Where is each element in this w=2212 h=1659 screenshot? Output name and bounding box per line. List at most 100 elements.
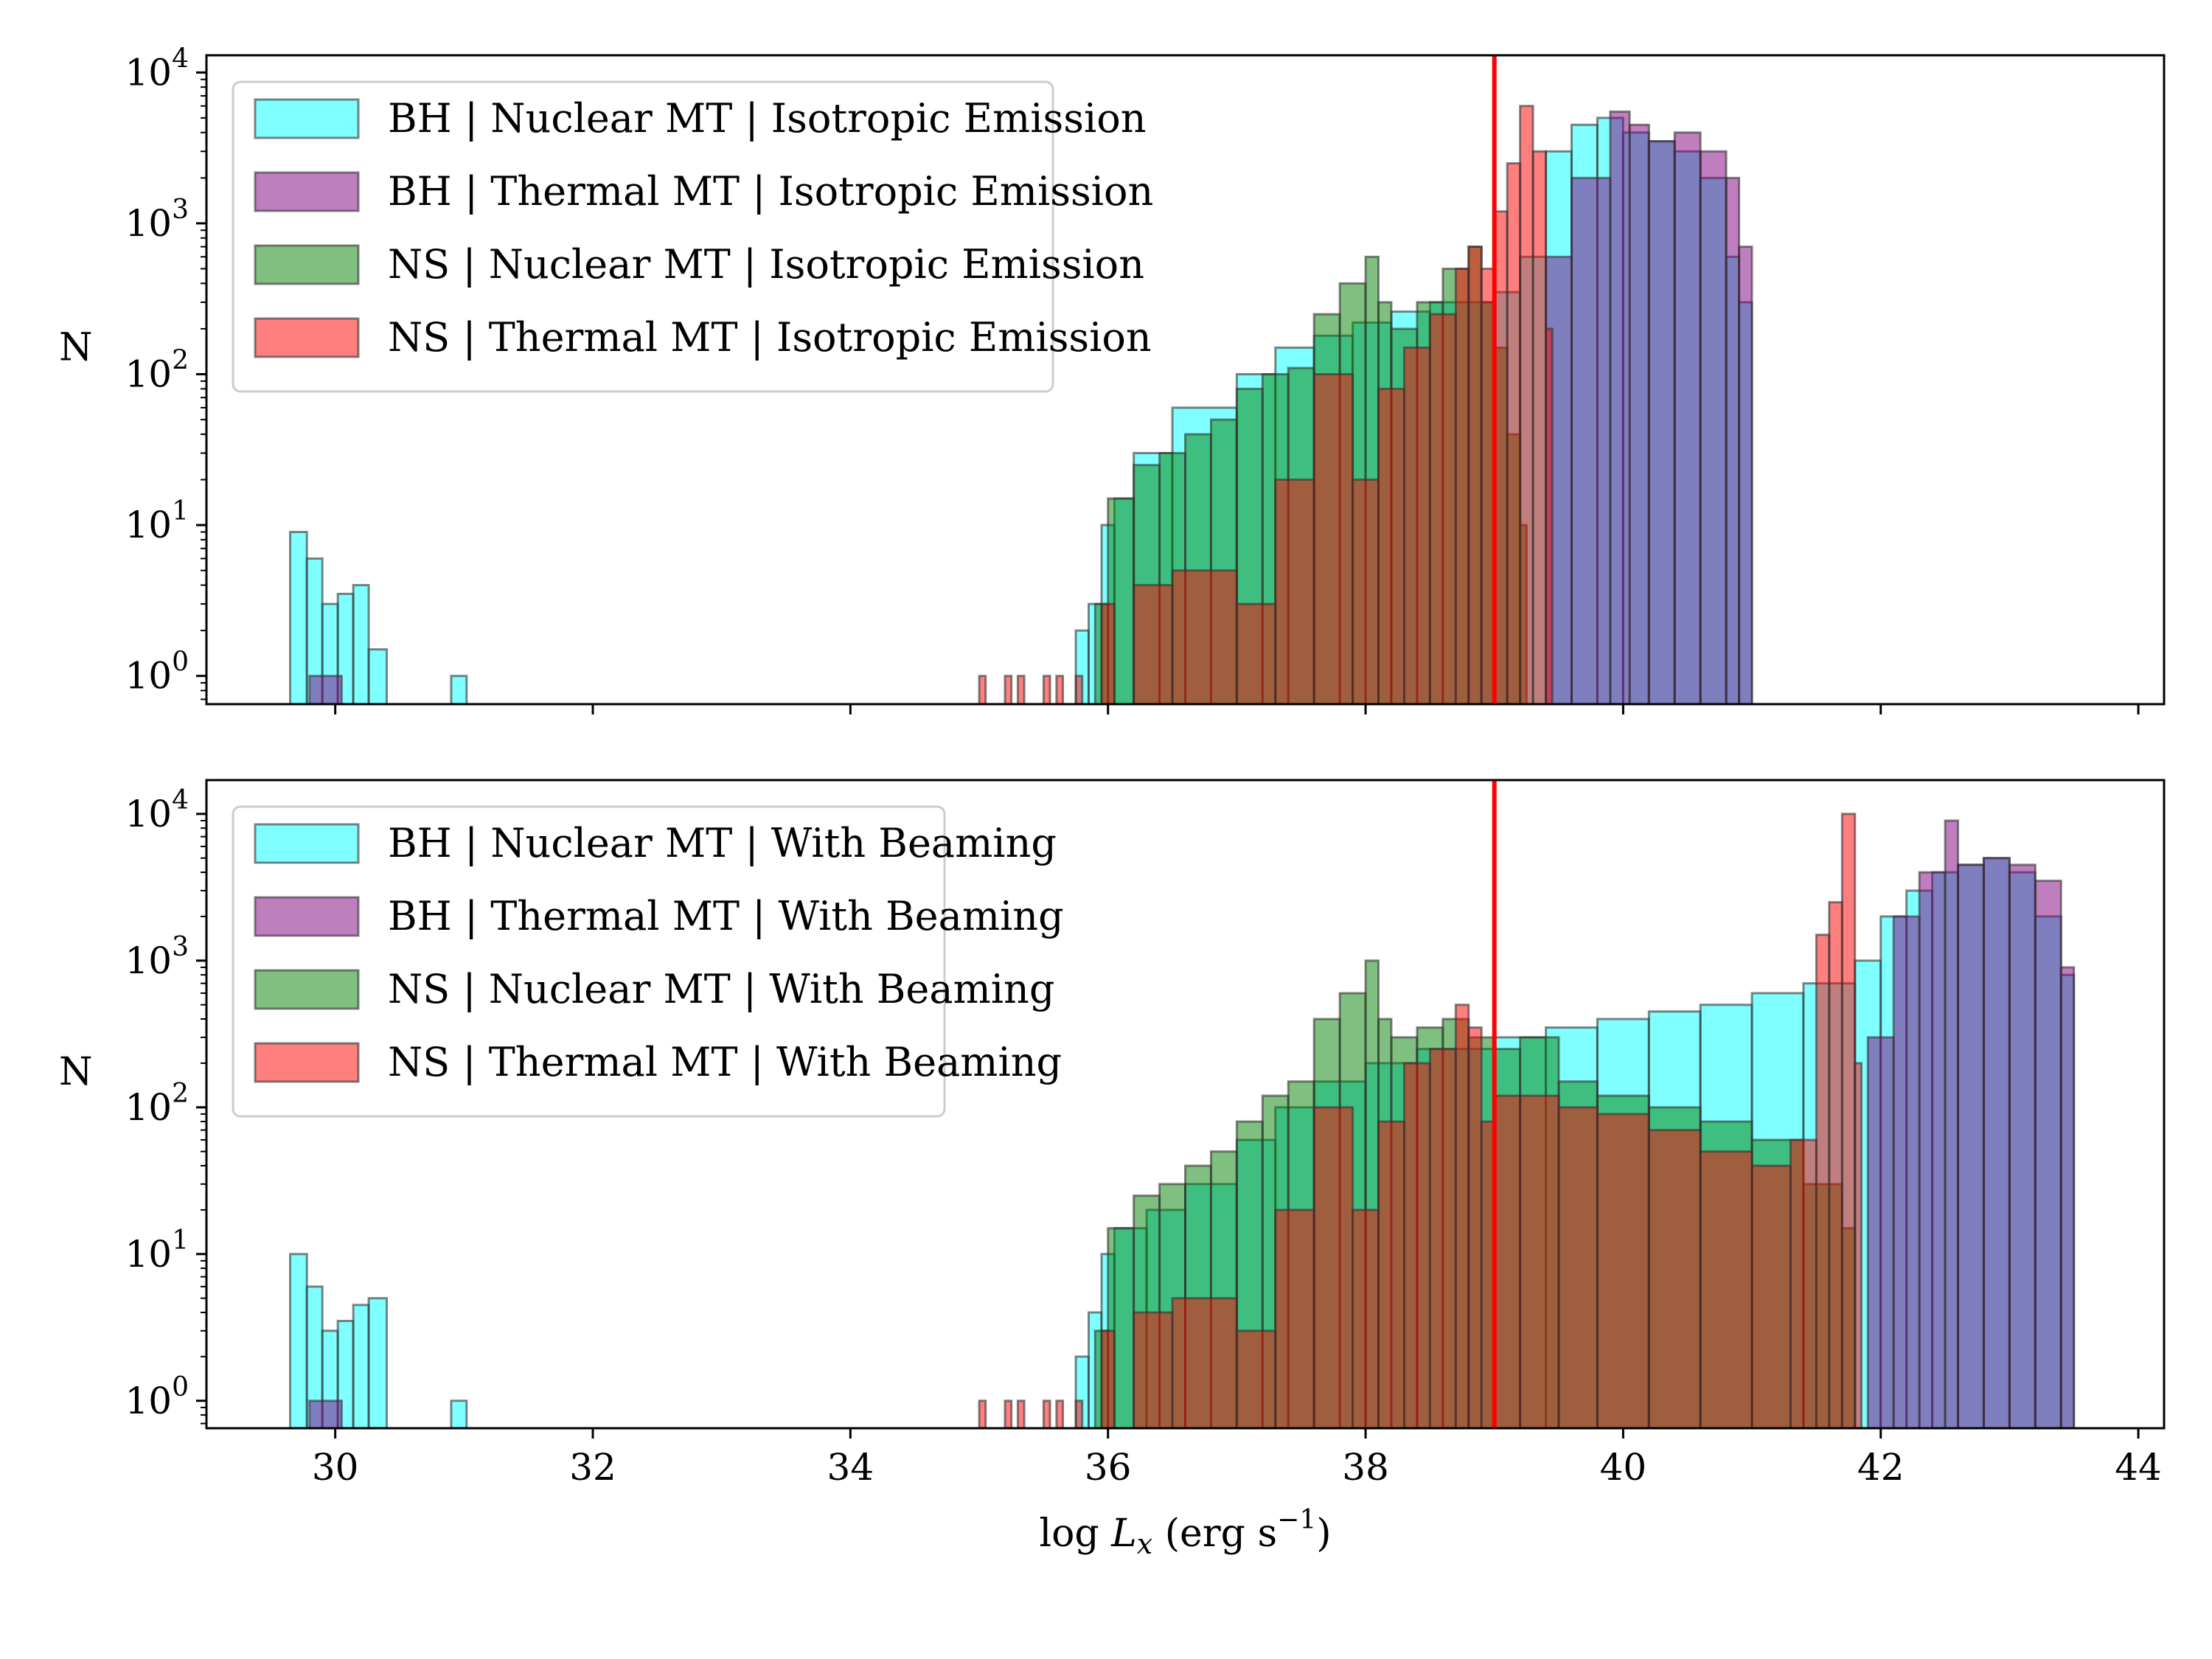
histogram-bar xyxy=(1074,1399,1084,1428)
x-tick-label: 36 xyxy=(1085,1446,1132,1489)
histogram-bar xyxy=(1647,140,1676,704)
histogram-bar xyxy=(2008,863,2037,1428)
histogram-bar xyxy=(1454,268,1470,704)
histogram-bar xyxy=(1957,863,1985,1428)
histogram-bar xyxy=(1312,373,1354,704)
legend-swatch xyxy=(254,317,360,358)
legend-swatch xyxy=(254,969,360,1010)
histogram-bar xyxy=(978,1399,987,1428)
histogram-bar xyxy=(1402,346,1431,704)
series-1 xyxy=(308,110,1753,704)
histogram-bar xyxy=(1828,901,1843,1428)
histogram-bar xyxy=(1055,1399,1065,1428)
histogram-bar xyxy=(308,675,343,704)
histogram-bar xyxy=(1628,123,1650,704)
histogram-bar xyxy=(1531,150,1548,704)
histogram-bar xyxy=(1235,1329,1277,1428)
legend-label: NS | Nuclear MT | With Beaming xyxy=(388,966,1054,1012)
histogram-bar xyxy=(1944,819,1960,1428)
legend-box xyxy=(232,80,1054,393)
histogram-bar xyxy=(1854,1062,1863,1428)
bars-bottom xyxy=(289,813,2076,1428)
y-axis-label: N xyxy=(59,326,93,370)
axes-frame xyxy=(205,779,2166,1430)
histogram-bar xyxy=(1982,857,2011,1428)
panel-top: 100 101 102 103 104 N BH | Nuclear MT | Isotro… xyxy=(59,44,2166,714)
histogram-bar xyxy=(1428,313,1457,704)
histogram-bar xyxy=(1100,602,1116,704)
histogram-bar xyxy=(1428,1048,1457,1428)
legend-label: NS | Nuclear MT | Isotropic Emission xyxy=(388,241,1144,288)
histogram-bar xyxy=(1402,1062,1431,1428)
legend-swatch xyxy=(254,244,360,285)
x-tick-label: 38 xyxy=(1342,1446,1389,1489)
legend-box xyxy=(232,805,946,1118)
legend-label: NS | Thermal MT | Isotropic Emission xyxy=(388,314,1152,361)
histogram-bar xyxy=(450,1399,468,1428)
x-tick-label: 30 xyxy=(312,1446,359,1489)
histogram-bar xyxy=(1789,1138,1818,1428)
histogram-bar xyxy=(2059,966,2076,1428)
histogram-bar xyxy=(2034,880,2062,1428)
histogram-bar xyxy=(1892,915,1921,1428)
y-tick-label: 103 xyxy=(125,195,189,245)
histogram-bar xyxy=(1016,1399,1026,1428)
y-tick-label: 100 xyxy=(125,647,189,698)
legend: BH | Nuclear MT | Isotropic Emission BH |… xyxy=(232,80,1153,393)
legend-label: BH | Nuclear MT | With Beaming xyxy=(388,820,1057,866)
axes-frame xyxy=(205,54,2166,706)
histogram-bar xyxy=(1377,387,1405,704)
legend-label: BH | Thermal MT | With Beaming xyxy=(388,893,1064,939)
histogram-bar xyxy=(1133,1311,1174,1428)
y-tick-label: 102 xyxy=(125,1079,189,1129)
bars-top xyxy=(289,105,1753,704)
histogram-bar xyxy=(1506,161,1522,704)
histogram-bar xyxy=(352,1304,370,1428)
histogram-bar xyxy=(1352,1208,1380,1428)
x-tick-label: 34 xyxy=(827,1446,874,1489)
histogram-bar xyxy=(1866,1036,1895,1428)
histogram-bar xyxy=(352,584,370,704)
histogram-bar xyxy=(1840,813,1857,1428)
histogram-bar xyxy=(1042,1399,1051,1428)
x-tick-label: 44 xyxy=(2115,1446,2162,1489)
histogram-bar xyxy=(1133,584,1174,704)
legend-swatch xyxy=(254,1042,360,1083)
histogram-bar xyxy=(1596,1113,1650,1428)
histogram-bar xyxy=(1918,871,1947,1428)
histogram-bar xyxy=(1454,1004,1470,1428)
legend-label: BH | Nuclear MT | Isotropic Emission xyxy=(388,95,1147,142)
histogram-bar xyxy=(367,1297,389,1428)
histogram-bar xyxy=(1467,1026,1483,1428)
legend-swatch xyxy=(254,823,360,864)
histogram-bar xyxy=(1557,1106,1599,1428)
histogram-bar xyxy=(1699,1150,1753,1428)
histogram-bar xyxy=(1377,1120,1405,1428)
x-tick-label: 40 xyxy=(1600,1446,1647,1489)
histogram-bar xyxy=(1467,246,1483,704)
x-tick-label: 32 xyxy=(569,1446,616,1489)
legend-swatch xyxy=(254,896,360,937)
histogram-bar xyxy=(308,1399,343,1428)
histogram-bar xyxy=(289,530,308,704)
series-3 xyxy=(978,105,1554,704)
histogram-bar xyxy=(1042,675,1051,704)
histogram-bar xyxy=(1493,1094,1522,1428)
histogram-bar xyxy=(1519,1094,1560,1428)
histogram-bar xyxy=(1519,105,1534,704)
y-axis-label: N xyxy=(59,1050,93,1094)
histogram-bar xyxy=(1312,1106,1354,1428)
histogram-bar xyxy=(367,648,389,704)
histogram-bar xyxy=(1699,150,1728,704)
y-tick-label: 101 xyxy=(125,1225,189,1276)
histogram-bar xyxy=(1274,479,1315,704)
legend-swatch xyxy=(254,171,360,212)
y-tick-label: 100 xyxy=(125,1372,189,1422)
histogram-bar xyxy=(1171,569,1238,704)
histogram-bar xyxy=(1647,1129,1702,1428)
legend: BH | Nuclear MT | With Beaming BH | Therm… xyxy=(232,805,1064,1118)
histogram-bar xyxy=(1171,1297,1238,1428)
y-tick-label: 102 xyxy=(125,346,189,396)
